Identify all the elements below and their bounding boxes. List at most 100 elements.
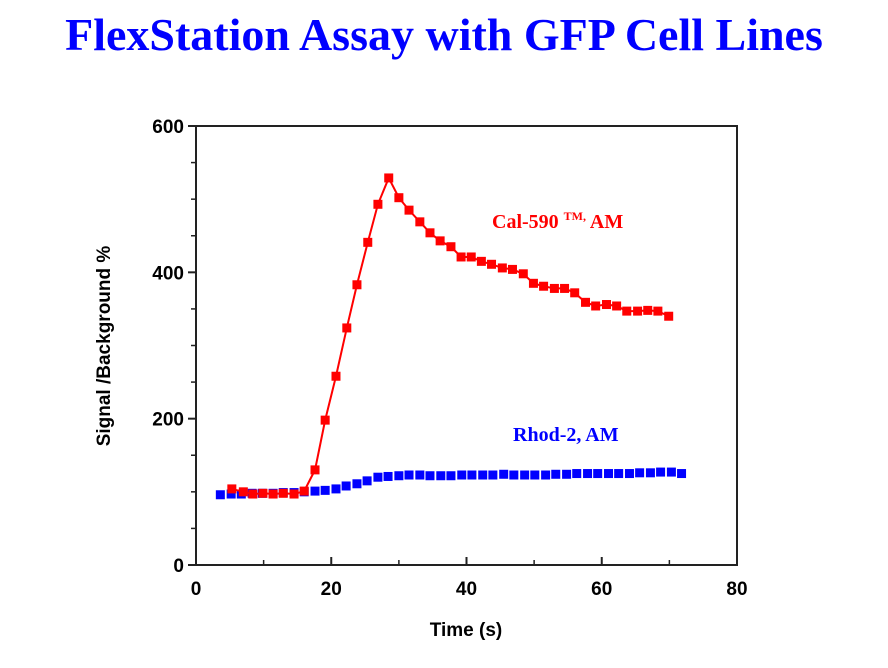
data-point-rhod2 — [310, 486, 320, 496]
data-point-rhod2 — [436, 471, 446, 481]
x-tick-label: 80 — [726, 579, 747, 600]
data-point-rhod2 — [499, 469, 509, 479]
data-point-cal590 — [581, 297, 591, 307]
data-point-rhod2 — [677, 469, 687, 479]
data-point-rhod2 — [362, 476, 372, 486]
x-tick-label: 60 — [591, 579, 612, 600]
data-point-rhod2 — [614, 469, 624, 479]
data-point-rhod2 — [530, 470, 540, 480]
data-point-cal590 — [425, 228, 435, 238]
data-point-rhod2 — [604, 469, 614, 479]
x-axis-label: Time (s) — [430, 620, 503, 641]
data-point-cal590 — [497, 263, 507, 273]
data-point-cal590 — [238, 487, 248, 497]
data-point-rhod2 — [509, 470, 519, 480]
data-point-cal590 — [352, 280, 362, 290]
data-point-rhod2 — [320, 485, 330, 495]
data-point-cal590 — [363, 237, 373, 247]
y-tick-label: 0 — [173, 556, 184, 577]
data-point-cal590 — [487, 259, 497, 269]
series-label-cal590-sup: TM, — [564, 209, 586, 223]
data-point-cal590 — [518, 269, 528, 279]
data-point-rhod2 — [415, 470, 425, 480]
data-point-rhod2 — [583, 469, 593, 479]
data-point-rhod2 — [425, 471, 435, 481]
plot-frame — [195, 125, 738, 566]
x-tick-label: 0 — [191, 579, 202, 600]
y-tick-label: 600 — [152, 117, 184, 138]
data-point-rhod2 — [541, 470, 551, 480]
data-point-cal590 — [258, 488, 268, 498]
data-point-cal590 — [643, 305, 653, 315]
data-point-cal590 — [404, 205, 414, 215]
series-label-rhod2: Rhod-2, AM — [513, 424, 619, 446]
data-point-rhod2 — [404, 470, 414, 480]
data-point-rhod2 — [478, 470, 488, 480]
data-point-rhod2 — [394, 471, 404, 481]
data-point-cal590 — [331, 371, 341, 381]
data-point-cal590 — [435, 236, 445, 246]
data-point-cal590 — [268, 489, 278, 499]
data-point-cal590 — [466, 252, 476, 262]
data-point-cal590 — [384, 173, 394, 183]
data-point-cal590 — [456, 252, 466, 262]
data-point-cal590 — [633, 306, 643, 316]
series-label-cal590-main: Cal-590 — [492, 211, 564, 233]
data-point-rhod2 — [352, 479, 362, 489]
data-point-rhod2 — [520, 470, 530, 480]
data-point-rhod2 — [551, 469, 561, 479]
data-point-rhod2 — [562, 469, 572, 479]
data-point-rhod2 — [635, 468, 645, 478]
data-point-cal590 — [539, 281, 549, 291]
data-point-rhod2 — [666, 467, 676, 477]
data-point-cal590 — [320, 415, 330, 425]
data-point-rhod2 — [215, 490, 225, 500]
data-point-rhod2 — [373, 472, 383, 482]
data-point-cal590 — [664, 311, 674, 321]
data-point-cal590 — [570, 288, 580, 298]
data-point-rhod2 — [467, 470, 477, 480]
data-point-cal590 — [560, 283, 570, 293]
data-point-cal590 — [278, 488, 288, 498]
series-layer — [215, 173, 687, 500]
y-tick-label: 400 — [152, 263, 184, 284]
data-point-cal590 — [549, 283, 559, 293]
data-point-cal590 — [248, 489, 258, 499]
y-tick-label: 200 — [152, 410, 184, 431]
data-point-cal590 — [601, 300, 611, 310]
data-point-cal590 — [415, 217, 425, 227]
data-point-rhod2 — [645, 468, 655, 478]
data-point-rhod2 — [572, 469, 582, 479]
data-point-rhod2 — [624, 469, 634, 479]
axes: 0 20 40 60 80 0 200 400 600 — [152, 117, 747, 600]
data-point-cal590 — [342, 323, 352, 333]
data-point-rhod2 — [226, 489, 236, 499]
data-point-cal590 — [591, 301, 601, 311]
page-title: FlexStation Assay with GFP Cell Lines — [65, 9, 823, 60]
series-label-cal590: Cal-590 TM, AM — [492, 209, 623, 233]
data-point-cal590 — [373, 199, 383, 209]
series-cal590 — [227, 173, 674, 499]
data-point-rhod2 — [488, 470, 498, 480]
x-tick-label: 20 — [321, 579, 342, 600]
y-axis-label: Signal /Background % — [94, 246, 115, 447]
data-point-cal590 — [227, 484, 237, 494]
data-point-cal590 — [446, 242, 456, 252]
data-point-cal590 — [507, 264, 517, 274]
data-point-cal590 — [310, 465, 320, 475]
data-point-rhod2 — [656, 467, 666, 477]
data-point-cal590 — [653, 306, 663, 316]
data-point-cal590 — [622, 306, 632, 316]
data-point-cal590 — [289, 489, 299, 499]
data-point-rhod2 — [446, 471, 456, 481]
data-point-rhod2 — [593, 469, 603, 479]
data-point-rhod2 — [383, 471, 393, 481]
data-point-cal590 — [299, 486, 309, 496]
data-point-cal590 — [476, 256, 486, 266]
series-label-cal590-tail: AM — [586, 211, 623, 233]
data-point-cal590 — [394, 193, 404, 203]
data-point-rhod2 — [331, 484, 341, 494]
data-point-cal590 — [528, 278, 538, 288]
data-point-cal590 — [612, 301, 622, 311]
